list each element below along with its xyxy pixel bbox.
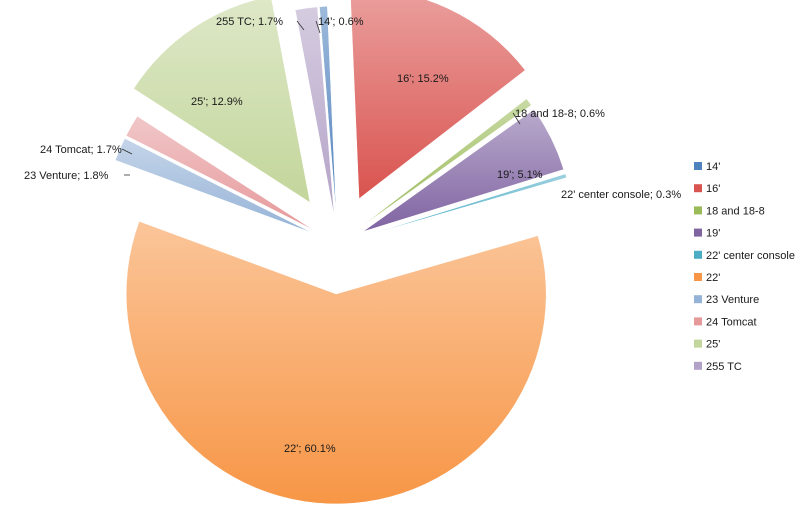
legend-swatch [694,295,702,304]
slice-label: 22'; 60.1% [284,443,336,455]
leader-line [121,148,133,155]
pie-slice [350,0,526,200]
legend-label: 23 Venture [706,294,759,306]
legend-label: 24 Tomcat [706,316,757,328]
legend-swatch [694,317,702,326]
legend-label: 22' center console [706,250,795,262]
legend-label: 22' [706,272,720,284]
legend-swatch [694,250,702,259]
pie-slice [133,0,311,204]
legend-swatch [694,361,702,370]
leader-line [512,112,521,125]
legend-swatch [694,273,702,281]
slice-label: 25'; 12.9% [191,96,243,108]
pie-slice [125,115,314,231]
legend-label: 255 TC [706,361,742,373]
slice-labels: 14'; 0.6% 16'; 15.2% 18 and 18-8; 0.6% 19';… [24,16,681,455]
legend-swatch [694,162,702,170]
legend-swatch [694,184,702,193]
pie-slice [125,220,547,505]
legend-label: 14' [706,161,720,173]
slice-label: 23 Venture; 1.8% [24,170,109,182]
legend-label: 18 and 18-8 [706,205,765,217]
legend-label: 19' [706,228,720,240]
leader-lines [121,20,521,176]
legend-swatch [694,228,702,237]
slice-label: 22' center console; 0.3% [561,189,681,201]
slice-label: 255 TC; 1.7% [216,16,283,28]
pie-slices [114,0,567,505]
pie-slice [360,98,532,228]
slice-label: 24 Tomcat; 1.7% [40,144,122,156]
legend: 14' 16' 18 and 18-8 19' 22' center console 22… [694,161,795,373]
pie-slice [319,5,337,217]
legend-swatch [694,339,702,348]
slice-label: 18 and 18-8; 0.6% [515,108,605,120]
pie-slice [364,173,567,237]
legend-label: 16' [706,183,720,195]
slice-label: 16'; 15.2% [397,73,449,85]
slice-label: 19'; 5.1% [497,169,543,181]
slice-label: 14'; 0.6% [318,16,364,28]
leader-line [296,20,305,31]
leader-line [315,20,321,34]
legend-swatch [694,206,702,215]
pie-slice [362,109,565,232]
pie-slice [114,138,313,234]
legend-label: 25' [706,339,720,351]
pie-slice [294,6,335,217]
